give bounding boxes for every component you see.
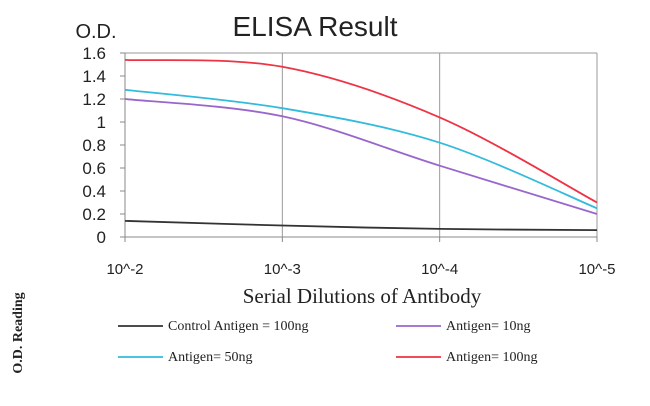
- y-tick-label: 1.2: [82, 90, 106, 109]
- series-line-2: [124, 88, 598, 210]
- y-tick-label: 1.6: [82, 44, 106, 63]
- y-tick-label: 0.8: [82, 136, 106, 155]
- axes-layer: 0 0.2 0.4 0.6 0.8 1 1.2 1.4 1.6 10^-2 10^-3 10^-4 10…: [82, 44, 615, 278]
- legend-item-1: Antigen= 10ng: [396, 319, 531, 334]
- series-line-3: [124, 59, 598, 204]
- legend: Control Antigen = 100ng Antigen= 10ng Anti…: [118, 319, 538, 365]
- legend-label: Antigen= 50ng: [168, 350, 253, 365]
- x-axis-title: Serial Dilutions of Antibody: [243, 284, 482, 308]
- y-tick-label: 1.4: [82, 67, 106, 86]
- legend-label: Control Antigen = 100ng: [168, 319, 309, 334]
- series-line-1: [124, 98, 598, 215]
- legend-item-2: Antigen= 50ng: [118, 350, 253, 365]
- legend-item-0: Control Antigen = 100ng: [118, 319, 309, 334]
- legend-item-3: Antigen= 100ng: [396, 350, 538, 365]
- legend-label: Antigen= 10ng: [446, 319, 531, 334]
- y-tick-label: 0.2: [82, 205, 106, 224]
- series-line-0: [124, 220, 598, 231]
- grid-layer: [125, 52, 598, 237]
- chart-title: ELISA Result: [233, 11, 398, 42]
- y-tick-label: 0.4: [82, 182, 106, 201]
- legend-label: Antigen= 100ng: [446, 350, 538, 365]
- x-tick-label: 10^-4: [421, 261, 458, 278]
- y-tick-label: 0.6: [82, 159, 106, 178]
- y-tick-label: 0: [97, 228, 106, 247]
- y-unit-label: O.D.: [75, 21, 116, 43]
- y-axis-title: O.D. Reading: [11, 292, 26, 373]
- y-tick-label: 1: [97, 113, 106, 132]
- series-layer: [124, 59, 598, 231]
- x-tick-label: 10^-3: [264, 261, 301, 278]
- labels-layer: ELISA Result O.D. Serial Dilutions of An…: [11, 11, 482, 374]
- x-tick-label: 10^-5: [578, 261, 615, 278]
- x-tick-label: 10^-2: [106, 261, 143, 278]
